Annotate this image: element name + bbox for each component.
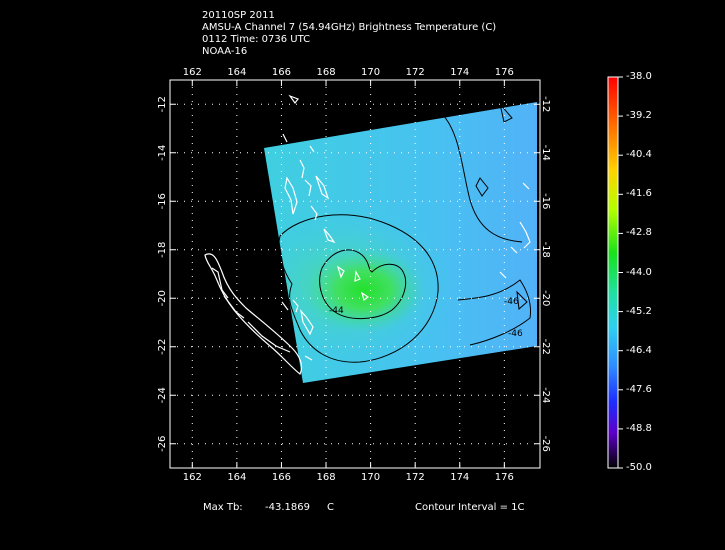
- contour-label: -46: [508, 329, 523, 339]
- contour-lines: [278, 103, 531, 363]
- longitude-label: 162: [183, 67, 202, 78]
- latitude-labels: -12 -12 -14 -14 -16 -16 -18 -18 -20 -20 -22 -22 -24 -…: [157, 96, 551, 452]
- latitude-label: -22: [157, 339, 168, 355]
- swath: [264, 102, 537, 383]
- coastlines: [204, 94, 531, 375]
- colorbar-label: -50.0: [626, 462, 652, 473]
- colorbar-label: -45.2: [626, 305, 652, 317]
- latitude-label: -24: [157, 387, 168, 403]
- latitude-label: -20: [540, 290, 551, 306]
- latitude-label: -22: [540, 339, 551, 355]
- max-tb-label: Max Tb:: [203, 502, 243, 513]
- latitude-label: -14: [157, 145, 168, 161]
- colorbar-label: -48.8: [626, 422, 652, 434]
- longitude-label: 166: [272, 67, 291, 78]
- latitude-label: -26: [540, 436, 551, 452]
- colorbar-label: -38.0: [626, 71, 652, 82]
- product-title-line: AMSU-A Channel 7 (54.94GHz) Brightness T…: [202, 22, 497, 33]
- longitude-label: 162: [183, 472, 202, 483]
- map-frame: [169, 79, 541, 469]
- colorbar-label: -39.2: [626, 110, 652, 122]
- contour-label: -46: [504, 297, 519, 307]
- latitude-label: -16: [157, 193, 168, 209]
- colorbar-label: -44.0: [626, 266, 652, 278]
- colorbar-label: -42.8: [626, 227, 652, 239]
- longitude-label: 172: [406, 472, 425, 483]
- longitude-label: 170: [361, 67, 380, 78]
- longitude-label: 170: [361, 472, 380, 483]
- latitude-label: -20: [157, 290, 168, 306]
- colorbar-ticks: [618, 76, 623, 469]
- longitude-label: 174: [450, 472, 469, 483]
- contour-interval: Contour Interval = 1C: [415, 502, 525, 513]
- product-header: 20110SP 2011 AMSU-A Channel 7 (54.94GHz)…: [202, 10, 496, 58]
- latitude-label: -18: [540, 242, 551, 258]
- satellite-line: NOAA-16: [202, 46, 248, 57]
- colorbar: [607, 76, 623, 469]
- longitude-label: 176: [495, 472, 514, 483]
- longitude-label: 168: [316, 472, 335, 483]
- latitude-label: -26: [157, 436, 168, 452]
- max-tb-unit: C: [327, 502, 334, 513]
- latitude-label: -12: [157, 96, 168, 112]
- longitude-label: 174: [450, 67, 469, 78]
- latitude-label: -14: [540, 145, 551, 161]
- latitude-label: -24: [540, 387, 551, 403]
- longitude-labels: 162 162 164 164 166 166 168 168 170 170 172 172 174 1…: [183, 67, 514, 483]
- contour-label: -44: [329, 306, 344, 316]
- latitude-label: -16: [540, 193, 551, 209]
- lat-lon-grid: [170, 80, 540, 468]
- time-line: 0112 Time: 0736 UTC: [202, 34, 311, 45]
- longitude-label: 172: [406, 67, 425, 78]
- longitude-label: 168: [316, 67, 335, 78]
- latitude-label: -18: [157, 242, 168, 258]
- colorbar-label: -47.6: [626, 383, 652, 395]
- colorbar-gradient: [607, 76, 619, 469]
- colorbar-label: -41.6: [626, 188, 652, 200]
- longitude-label: 164: [227, 67, 246, 78]
- colorbar-label: -40.4: [626, 149, 652, 161]
- longitude-label: 176: [495, 67, 514, 78]
- latitude-label: -12: [540, 96, 551, 112]
- longitude-label: 164: [227, 472, 246, 483]
- max-tb-value: -43.1869: [265, 502, 310, 513]
- longitude-label: 166: [272, 472, 291, 483]
- storm-id-line: 20110SP 2011: [202, 10, 275, 21]
- colorbar-label: -46.4: [626, 344, 652, 356]
